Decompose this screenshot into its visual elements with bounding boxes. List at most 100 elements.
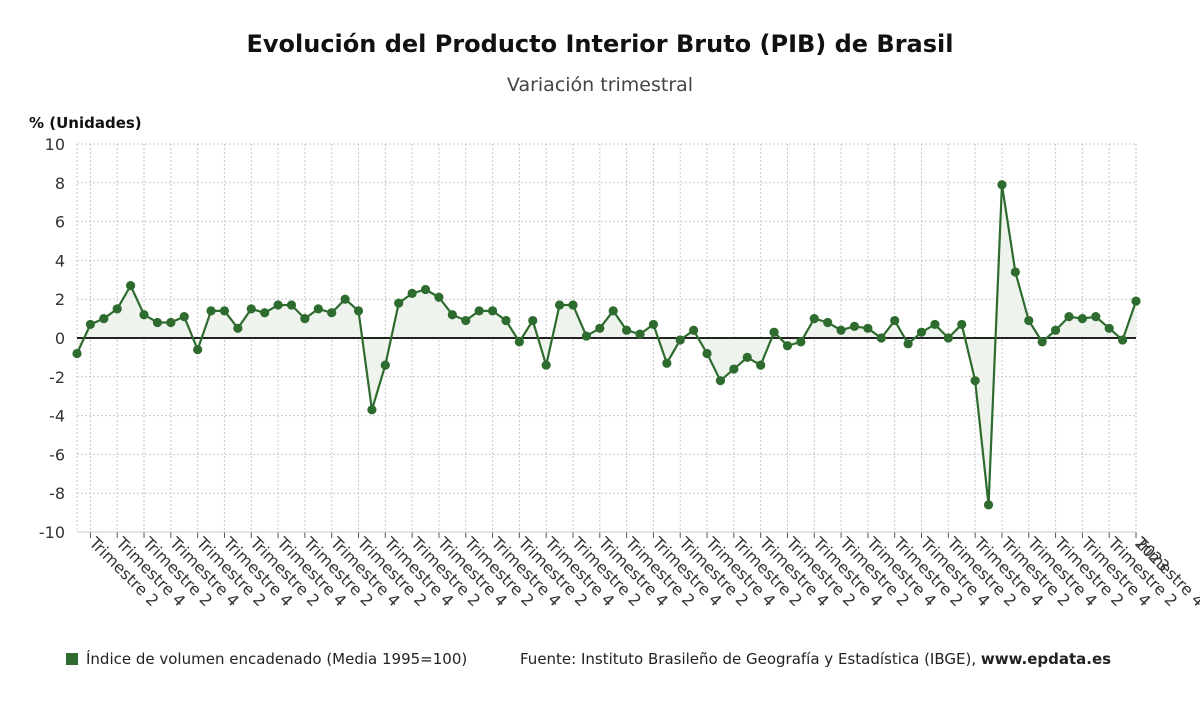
data-point [166,317,176,328]
data-point [742,352,752,362]
line-chart: 10 8 6 4 2 0 -2 -4 -6 -8 -10 Trimestre 2Trimestre … [39,135,1200,611]
data-point [1104,323,1114,333]
data-point [514,337,524,347]
data-point [327,308,337,318]
data-point [1064,312,1074,322]
data-point [367,405,377,415]
data-point [1024,315,1034,326]
y-tick-label: -8 [49,484,65,503]
data-point [957,319,967,330]
data-point [796,337,806,347]
data-point [997,180,1007,190]
data-point [1010,267,1020,277]
data-point [1077,314,1087,324]
data-point [635,329,645,339]
data-point [126,281,136,291]
data-point [970,376,980,386]
data-point [782,341,793,351]
data-point [340,294,350,304]
data-point [890,315,900,326]
source-note: Fuente: Instituto Brasileño de Geografía… [520,650,1111,668]
series-area [77,184,1136,505]
data-point [541,360,551,370]
data-point [729,364,739,374]
data-point [769,327,779,337]
data-point [139,310,149,320]
data-point [112,304,122,314]
data-point [608,306,618,316]
data-point [849,321,860,331]
data-point [447,310,457,320]
area-layer [77,184,1136,505]
data-point [394,298,404,308]
data-point [420,284,431,295]
data-point [300,314,310,324]
data-point [1117,335,1128,345]
data-point [72,348,82,359]
source-text: Fuente: Instituto Brasileño de Geografía… [520,650,977,668]
data-point [863,323,873,333]
data-point [1050,325,1061,335]
data-point [568,300,578,310]
data-point [461,315,471,326]
y-tick-label: -4 [49,407,65,426]
data-point [407,288,417,298]
data-point [648,319,659,330]
data-point [474,306,484,316]
data-point [193,345,203,355]
data-point [622,325,632,335]
data-point [823,317,833,328]
data-point [702,348,712,359]
data-point [219,306,230,316]
data-point [434,292,444,302]
data-point [916,327,927,337]
data-point [715,376,726,386]
data-point [206,306,216,316]
data-point [595,323,605,333]
y-tick-label: 0 [55,329,65,348]
legend-swatch [66,653,78,665]
data-point [581,331,591,341]
y-tick-label: 8 [55,174,65,193]
data-point [85,319,96,330]
data-point [152,317,163,328]
data-point [99,314,109,324]
data-point [930,319,940,330]
data-point [179,312,189,322]
data-point [1091,312,1101,322]
data-point [233,323,243,333]
y-tick-label: 4 [55,251,65,270]
data-point [662,358,672,368]
chart-title: Evolución del Producto Interior Bruto (P… [246,30,954,58]
y-tick-label: 6 [55,213,65,232]
y-tick-labels: 10 8 6 4 2 0 -2 -4 -6 -8 -10 [39,135,65,542]
data-point [689,325,699,335]
chart-subtitle: Variación trimestral [506,74,694,96]
data-point [809,314,819,324]
data-point [554,300,565,310]
data-point [876,333,886,343]
data-point [1131,296,1141,306]
legend-label: Índice de volumen encadenado (Media 1995… [86,650,468,668]
data-point [286,300,297,310]
data-point [756,360,766,370]
y-axis-unit-label: % (Unidades) [29,114,142,132]
data-point [903,339,913,349]
data-point [675,335,685,345]
data-point [836,325,846,335]
y-tick-label: 10 [45,135,65,154]
data-point [943,333,953,343]
data-point [1037,337,1047,347]
data-point [487,306,498,316]
data-point [246,304,256,314]
legend: Índice de volumen encadenado (Media 1995… [66,650,467,668]
data-point [983,500,994,510]
data-point [260,308,270,318]
data-point [501,315,511,326]
y-tick-label: 2 [55,290,65,309]
y-tick-label: -10 [39,523,65,542]
data-point [380,360,390,370]
data-point [528,315,538,326]
data-point [353,306,364,316]
